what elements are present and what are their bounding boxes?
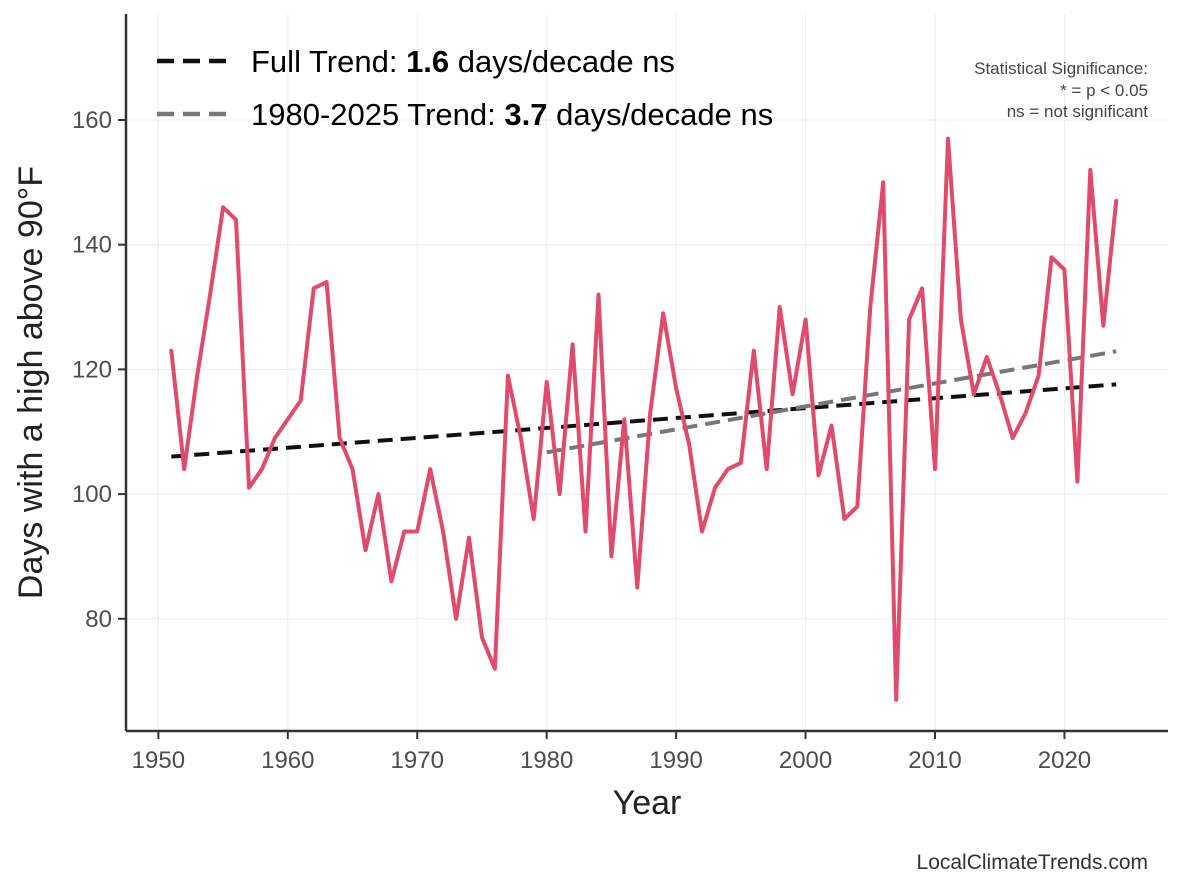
y-axis-title: Days with a high above 90°F bbox=[12, 166, 50, 599]
y-axis-ticks: 80 100 120 140 160 bbox=[72, 107, 126, 633]
x-axis-title: Year bbox=[613, 784, 682, 822]
x-axis-ticks: 1950 1960 1970 1980 1990 2000 2010 2020 bbox=[132, 731, 1091, 774]
series-line bbox=[169, 136, 1119, 702]
grid bbox=[126, 14, 1168, 731]
legend-label-full-trend: Full Trend: 1.6 days/decade ns bbox=[251, 44, 675, 79]
data-series bbox=[169, 136, 1119, 702]
legend-label-1980-2025-trend: 1980-2025 Trend: 3.7 days/decade ns bbox=[251, 97, 773, 132]
x-tick-label: 1980 bbox=[520, 747, 573, 774]
significance-note-title: Statistical Significance: bbox=[974, 59, 1148, 78]
y-tick-label: 120 bbox=[72, 356, 112, 383]
x-tick-label: 2000 bbox=[779, 747, 832, 774]
x-tick-label: 1970 bbox=[391, 747, 444, 774]
y-tick-label: 80 bbox=[85, 606, 112, 633]
source-credit: LocalClimateTrends.com bbox=[917, 851, 1148, 874]
x-tick-label: 1950 bbox=[132, 747, 185, 774]
legend-prefix: Full Trend: bbox=[251, 44, 406, 79]
x-tick-label: 1990 bbox=[649, 747, 702, 774]
significance-note: Statistical Significance: * = p < 0.05 n… bbox=[974, 59, 1148, 121]
y-tick-label: 160 bbox=[72, 107, 112, 134]
legend-prefix: 1980-2025 Trend: bbox=[251, 97, 504, 132]
significance-note-ns: ns = not significant bbox=[1007, 102, 1149, 121]
y-tick-label: 140 bbox=[72, 232, 112, 259]
legend-slope: 3.7 bbox=[504, 97, 547, 132]
legend: Full Trend: 1.6 days/decade ns 1980-2025… bbox=[157, 44, 773, 132]
x-tick-label: 2020 bbox=[1038, 747, 1091, 774]
x-tick-label: 2010 bbox=[908, 747, 961, 774]
y-tick-label: 100 bbox=[72, 481, 112, 508]
legend-suffix: days/decade ns bbox=[547, 97, 773, 132]
x-tick-label: 1960 bbox=[261, 747, 314, 774]
trend-lines bbox=[171, 349, 1117, 459]
significance-note-star: * = p < 0.05 bbox=[1060, 81, 1148, 100]
recent-trend-line bbox=[546, 349, 1117, 455]
legend-suffix: days/decade ns bbox=[449, 44, 675, 79]
legend-slope: 1.6 bbox=[406, 44, 449, 79]
axes bbox=[124, 14, 1168, 733]
full-trend-line bbox=[171, 382, 1117, 459]
